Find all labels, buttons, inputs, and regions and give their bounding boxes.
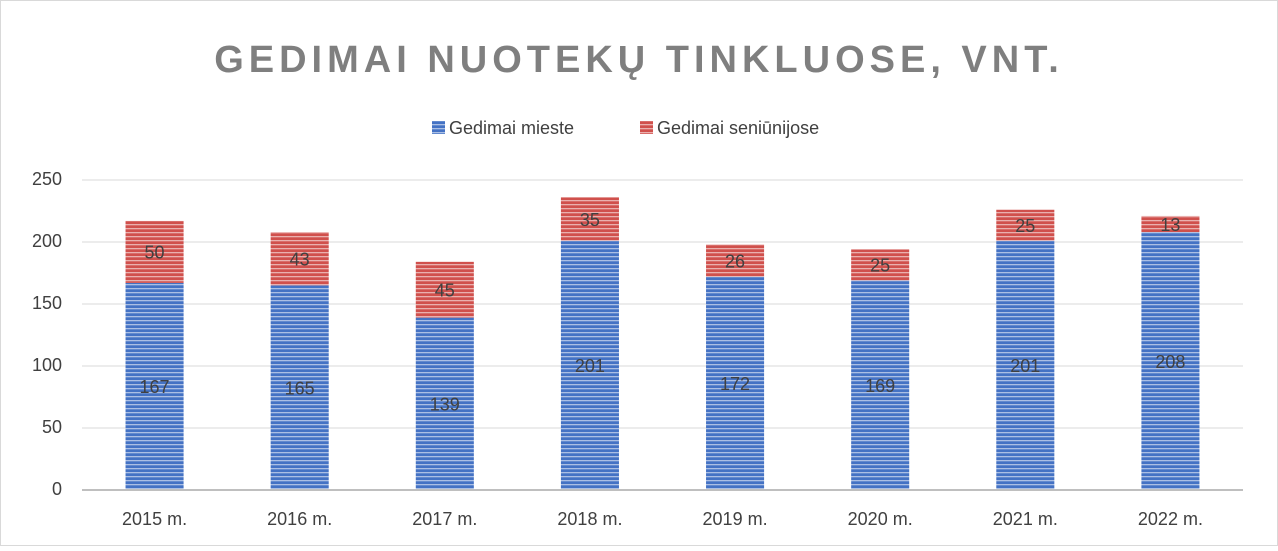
x-tick-label: 2017 m.: [412, 509, 477, 529]
bar-segment: [560, 240, 619, 490]
y-tick-label: 100: [32, 355, 62, 375]
bar-segment: [270, 232, 329, 286]
data-label: 25: [870, 256, 890, 276]
data-label: 201: [575, 356, 605, 376]
bar-segment: [415, 261, 474, 318]
legend-swatch: [640, 121, 653, 134]
bar-segment: [1141, 232, 1200, 490]
data-label: 167: [140, 377, 170, 397]
y-tick-label: 200: [32, 231, 62, 251]
legend-swatch: [432, 121, 445, 134]
data-label: 45: [435, 280, 455, 300]
bar-segment: [415, 317, 474, 490]
bar-segment: [851, 280, 910, 490]
y-tick-label: 250: [32, 169, 62, 189]
x-tick-label: 2016 m.: [267, 509, 332, 529]
bar-segment: [125, 220, 184, 283]
bar-segment: [125, 282, 184, 490]
data-label: 43: [290, 249, 310, 269]
bar-segment: [706, 276, 765, 490]
legend-label: Gedimai mieste: [449, 118, 574, 138]
x-tick-label: 2021 m.: [993, 509, 1058, 529]
bar-segment: [560, 197, 619, 241]
data-label: 165: [285, 378, 315, 398]
y-tick-label: 50: [42, 417, 62, 437]
data-label: 13: [1160, 215, 1180, 235]
data-label: 169: [865, 376, 895, 396]
data-label: 172: [720, 374, 750, 394]
x-tick-label: 2022 m.: [1138, 509, 1203, 529]
bar-segment: [851, 249, 910, 281]
x-tick-label: 2018 m.: [557, 509, 622, 529]
bar-segment: [996, 209, 1055, 241]
y-tick-label: 0: [52, 479, 62, 499]
bar-segment: [1141, 215, 1200, 233]
bar-segment: [996, 240, 1055, 490]
data-label: 25: [1015, 216, 1035, 236]
y-tick-label: 150: [32, 293, 62, 313]
bar-segment: [706, 244, 765, 277]
legend-label: Gedimai seniūnijose: [657, 118, 819, 138]
x-tick-label: 2020 m.: [848, 509, 913, 529]
x-tick-label: 2019 m.: [703, 509, 768, 529]
data-label: 139: [430, 395, 460, 415]
chart-title: GEDIMAI NUOTEKŲ TINKLUOSE, VNT.: [214, 39, 1064, 81]
data-label: 50: [145, 243, 165, 263]
data-label: 35: [580, 210, 600, 230]
bar-segment: [270, 285, 329, 490]
data-label: 201: [1010, 356, 1040, 376]
data-label: 208: [1155, 352, 1185, 372]
x-tick-label: 2015 m.: [122, 509, 187, 529]
data-label: 26: [725, 251, 745, 271]
